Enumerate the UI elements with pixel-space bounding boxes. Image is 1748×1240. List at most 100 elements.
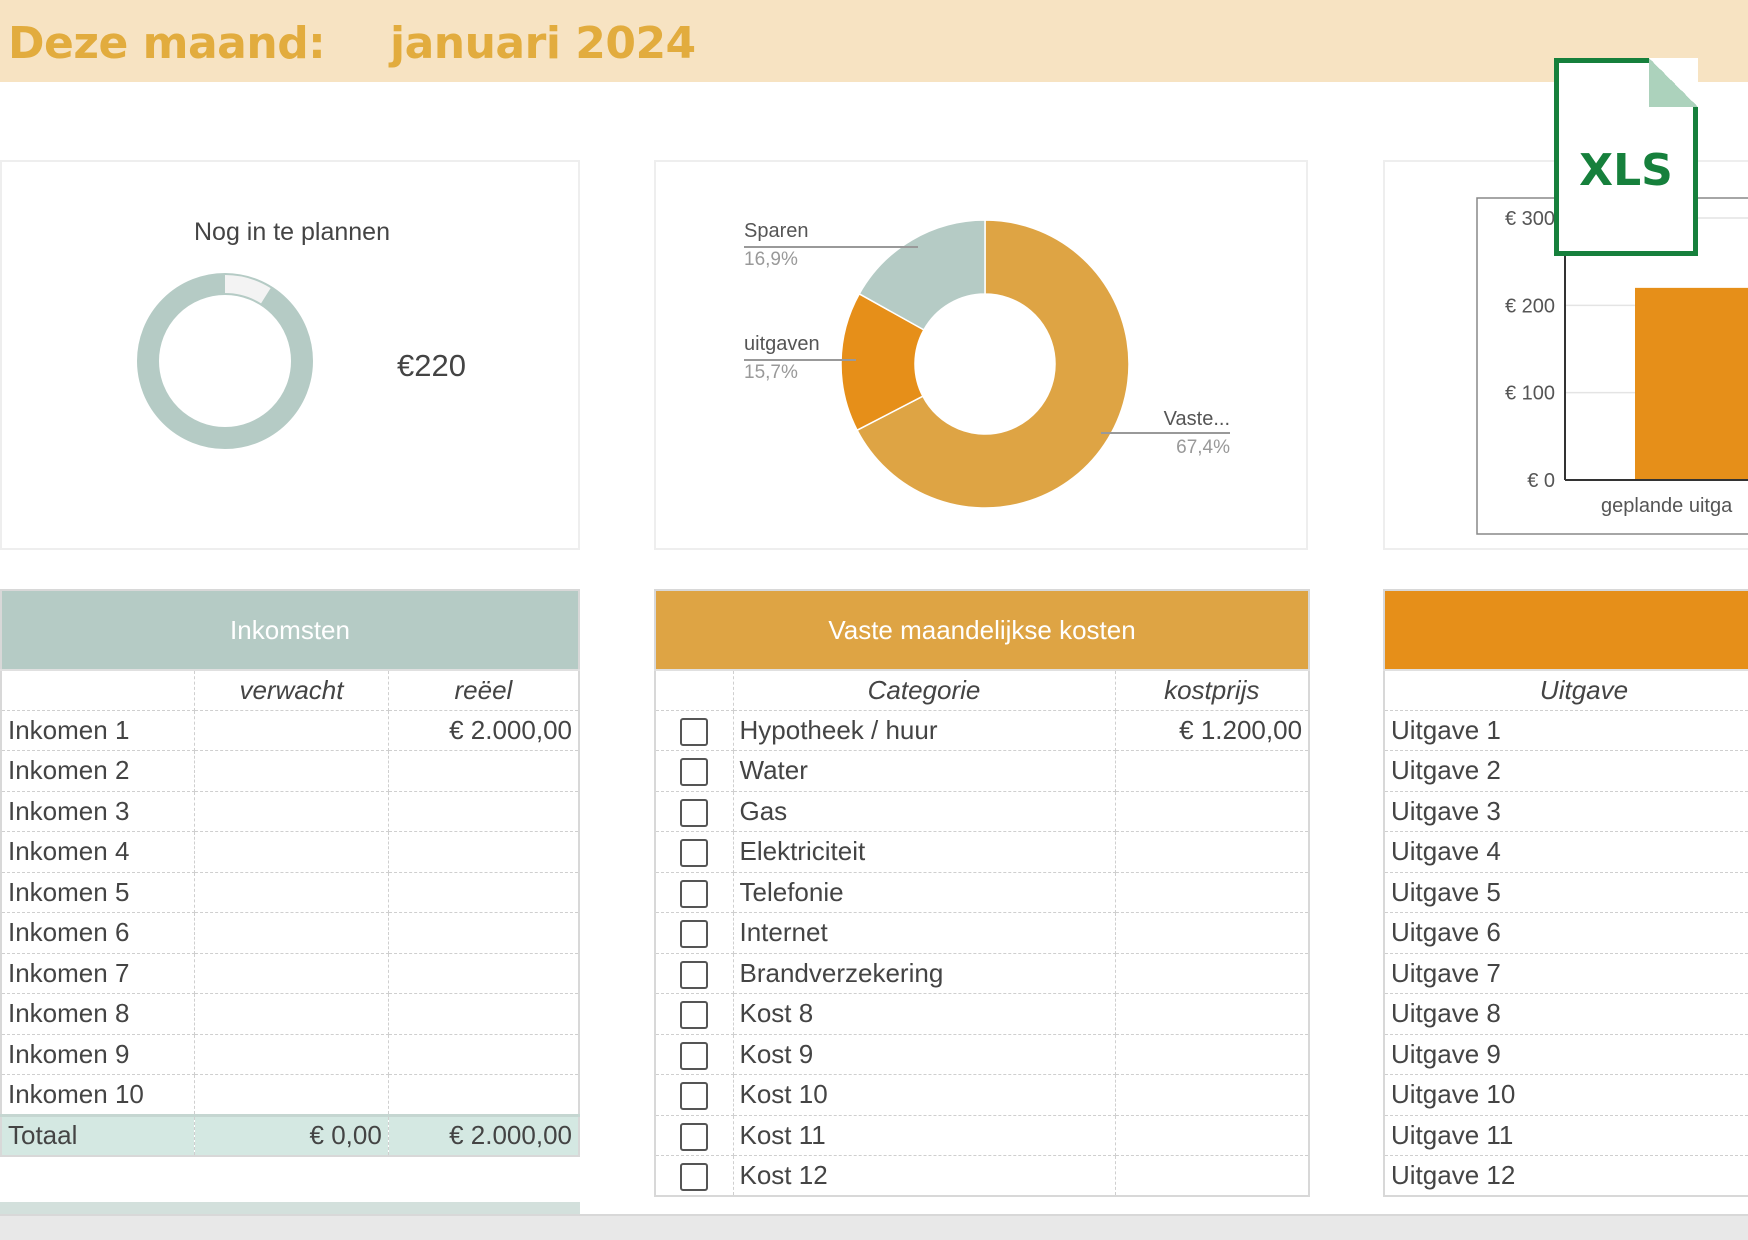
fixed-cost-name[interactable]: Water (733, 750, 1116, 792)
fixed-cost-name[interactable]: Internet (733, 912, 1116, 954)
paid-checkbox[interactable] (680, 1082, 709, 1111)
y-tick-label: € 0 (1527, 470, 1555, 492)
paid-checkbox[interactable] (680, 879, 709, 908)
paid-checkbox[interactable] (680, 1001, 709, 1030)
income-name[interactable]: Inkomen 7 (1, 953, 196, 994)
fixed-cost-name[interactable]: Hypotheek / huur (733, 710, 1116, 751)
income-name[interactable]: Inkomen 1 (1, 710, 196, 751)
fixed-cost-name[interactable]: Kost 8 (733, 993, 1116, 1035)
expense-row: Uitgave 6 (1384, 912, 1748, 954)
month-value[interactable]: januari 2024 (390, 18, 696, 69)
fixed-cost-price[interactable] (1115, 953, 1310, 994)
fixed-cost-row: Kost 8 (655, 993, 1310, 1035)
income-expected[interactable] (194, 831, 389, 873)
fixed-cost-price[interactable] (1115, 1115, 1310, 1156)
income-name[interactable]: Inkomen 5 (1, 872, 196, 913)
expense-name[interactable]: Uitgave 4 (1384, 831, 1748, 873)
fixed-cost-price[interactable] (1115, 1155, 1310, 1197)
bottom-scroll-bar[interactable] (0, 1214, 1748, 1240)
fixed-cost-price[interactable] (1115, 791, 1310, 832)
expense-row: Uitgave 4 (1384, 831, 1748, 873)
xls-file-icon[interactable]: XLS (1554, 58, 1698, 256)
fixed-cost-row: Kost 9 (655, 1034, 1310, 1075)
fixed-cost-row: Telefonie (655, 872, 1310, 913)
income-name[interactable]: Inkomen 2 (1, 750, 196, 792)
fixed-cost-name[interactable]: Gas (733, 791, 1116, 832)
label-sparen-value: 16,9% (744, 249, 798, 270)
paid-checkbox[interactable] (680, 798, 709, 827)
fixed-cost-name[interactable]: Kost 10 (733, 1074, 1116, 1116)
paid-checkbox[interactable] (680, 920, 709, 949)
ring-planned (137, 273, 313, 449)
income-expected[interactable] (194, 872, 389, 913)
fixed-cost-name[interactable]: Telefonie (733, 872, 1116, 913)
income-name[interactable]: Inkomen 8 (1, 993, 196, 1035)
income-real[interactable] (388, 1034, 580, 1075)
paid-checkbox[interactable] (680, 758, 709, 787)
income-total-expected: € 0,00 (194, 1113, 389, 1156)
expense-name[interactable]: Uitgave 1 (1384, 710, 1748, 751)
expense-row: Uitgave 8 (1384, 993, 1748, 1035)
expense-name[interactable]: Uitgave 12 (1384, 1155, 1748, 1197)
income-expected[interactable] (194, 912, 389, 954)
income-real[interactable] (388, 872, 580, 913)
paid-checkbox[interactable] (680, 717, 709, 746)
paid-checkbox[interactable] (680, 1122, 709, 1151)
fixed-cost-price[interactable] (1115, 872, 1310, 913)
income-real[interactable] (388, 750, 580, 792)
fixed-cost-price[interactable] (1115, 1034, 1310, 1075)
fixed-cost-name[interactable]: Kost 9 (733, 1034, 1116, 1075)
expense-row: Uitgave 5 (1384, 872, 1748, 913)
paid-checkbox[interactable] (680, 960, 709, 989)
income-real[interactable] (388, 1074, 580, 1116)
income-name[interactable]: Inkomen 3 (1, 791, 196, 832)
paid-checkbox[interactable] (680, 839, 709, 868)
fixed-cost-price[interactable] (1115, 1074, 1310, 1116)
expense-name[interactable]: Uitgave 10 (1384, 1074, 1748, 1116)
income-real[interactable] (388, 831, 580, 873)
expense-name[interactable]: Uitgave 9 (1384, 1034, 1748, 1075)
fixed-cost-name[interactable]: Kost 11 (733, 1115, 1116, 1156)
income-expected[interactable] (194, 993, 389, 1035)
paid-checkbox[interactable] (680, 1163, 709, 1192)
paid-checkbox-cell (655, 953, 734, 994)
fixed-cost-price[interactable] (1115, 993, 1310, 1035)
fixed-cost-price[interactable]: € 1.200,00 (1115, 710, 1310, 751)
income-name[interactable]: Inkomen 6 (1, 912, 196, 954)
expense-name[interactable]: Uitgave 7 (1384, 953, 1748, 994)
income-name[interactable]: Inkomen 9 (1, 1034, 196, 1075)
income-expected[interactable] (194, 750, 389, 792)
income-expected[interactable] (194, 953, 389, 994)
income-name[interactable]: Inkomen 4 (1, 831, 196, 873)
slice-sparen (858, 219, 986, 331)
income-row: Inkomen 5 (1, 872, 580, 913)
income-total-label: Totaal (1, 1113, 196, 1156)
label-uitgaven-name: uitgaven (744, 333, 820, 355)
paid-checkbox[interactable] (680, 1041, 709, 1070)
income-total-real: € 2.000,00 (388, 1113, 580, 1156)
fixed-cost-price[interactable] (1115, 912, 1310, 954)
income-real[interactable] (388, 953, 580, 994)
fixed-cost-price[interactable] (1115, 750, 1310, 792)
fixed-cost-price[interactable] (1115, 831, 1310, 873)
fixed-cost-row: Internet (655, 912, 1310, 954)
expense-name[interactable]: Uitgave 11 (1384, 1115, 1748, 1156)
expense-name[interactable]: Uitgave 3 (1384, 791, 1748, 832)
income-expected[interactable] (194, 1034, 389, 1075)
income-expected[interactable] (194, 791, 389, 832)
expense-name[interactable]: Uitgave 8 (1384, 993, 1748, 1035)
income-real[interactable] (388, 912, 580, 954)
income-expected[interactable] (194, 710, 389, 751)
income-expected[interactable] (194, 1074, 389, 1116)
expense-name[interactable]: Uitgave 6 (1384, 912, 1748, 954)
income-real[interactable] (388, 791, 580, 832)
fixed-cost-name[interactable]: Kost 12 (733, 1155, 1116, 1197)
expense-name[interactable]: Uitgave 2 (1384, 750, 1748, 792)
income-real[interactable] (388, 993, 580, 1035)
distribution-donut-chart: Sparen 16,9% uitgaven 15,7% Vaste... 67,… (744, 219, 1230, 509)
fixed-cost-name[interactable]: Brandverzekering (733, 953, 1116, 994)
expense-name[interactable]: Uitgave 5 (1384, 872, 1748, 913)
income-name[interactable]: Inkomen 10 (1, 1074, 196, 1116)
fixed-cost-name[interactable]: Elektriciteit (733, 831, 1116, 873)
income-real[interactable]: € 2.000,00 (388, 710, 580, 751)
